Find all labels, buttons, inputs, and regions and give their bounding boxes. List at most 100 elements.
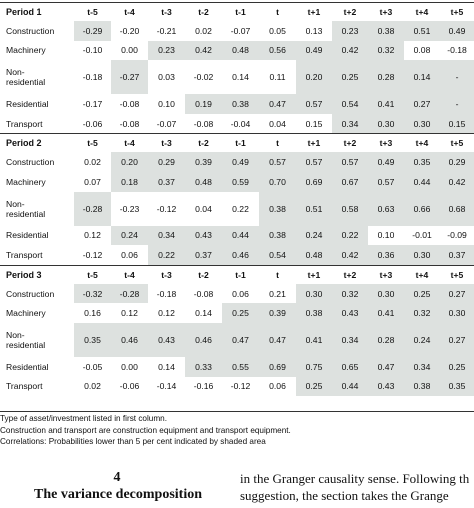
column-header: t-5 xyxy=(74,133,111,153)
correlation-cell: 0.47 xyxy=(368,356,404,377)
correlation-cell: -0.27 xyxy=(111,60,148,95)
correlation-cell: 0.35 xyxy=(74,322,111,357)
correlation-cell: 0.23 xyxy=(332,21,368,41)
correlation-cell: 0.38 xyxy=(259,225,296,246)
body-line: suggestion, the section takes the Grange xyxy=(240,488,449,503)
correlation-cell: 0.75 xyxy=(296,356,332,377)
correlation-cell: 0.49 xyxy=(296,40,332,61)
correlation-cell: 0.57 xyxy=(296,152,332,172)
column-header: t-1 xyxy=(222,2,259,21)
period-label: Period 3 xyxy=(0,264,74,284)
correlation-cell: 0.35 xyxy=(440,376,474,397)
column-header: t+4 xyxy=(404,133,440,153)
correlation-cell: 0.06 xyxy=(269,381,286,392)
column-header: t-2 xyxy=(185,264,222,284)
correlation-cell: 0.42 xyxy=(332,245,368,266)
correlation-cell: 0.12 xyxy=(84,230,101,241)
correlation-cell: -0.23 xyxy=(119,203,140,214)
period-header-row: Period 3 t-5 t-4 t-3 t-2 t-1 t t+1 t+2 t+3 t+4 t+5 xyxy=(0,264,474,284)
column-header: t-4 xyxy=(111,133,148,153)
column-header: t xyxy=(259,2,296,21)
correlation-cell: 0.04 xyxy=(269,118,286,129)
table-row: Non- residential 0.35 0.46 0.43 0.46 0.47 0.47… xyxy=(0,322,474,357)
correlation-cell: 0.42 xyxy=(332,40,368,61)
correlation-cell: -0.16 xyxy=(193,381,214,392)
correlation-cell: 0.42 xyxy=(440,171,474,192)
correlation-cell: 0.22 xyxy=(332,225,368,246)
correlation-cell: 0.16 xyxy=(84,308,101,319)
table-row: Construction -0.32 -0.28 -0.18 -0.08 0.06 0.21… xyxy=(0,283,474,304)
table-row: Residential -0.05 0.00 0.14 0.33 0.55 0.69 0.75… xyxy=(0,356,474,377)
correlation-cell: 0.54 xyxy=(332,94,368,114)
correlation-cell: 0.12 xyxy=(158,308,175,319)
correlation-cell: -0.17 xyxy=(82,98,103,109)
correlation-cell: -0.10 xyxy=(82,45,103,56)
correlation-cell: 0.54 xyxy=(259,245,296,266)
table-row: Non- residential -0.28 -0.23 -0.12 0.04 0.22 0… xyxy=(0,191,474,226)
correlation-cell: 0.03 xyxy=(158,72,175,83)
correlation-cell: 0.20 xyxy=(111,152,148,172)
correlation-cell: -0.07 xyxy=(230,25,251,36)
correlation-cell: 0.24 xyxy=(296,225,332,246)
correlation-cell: 0.21 xyxy=(269,288,286,299)
table-row: Transport -0.06 -0.08 -0.07 -0.08 -0.04 0.04 0.… xyxy=(0,113,474,134)
column-header: t-3 xyxy=(148,2,185,21)
correlation-cell: 0.30 xyxy=(404,245,440,266)
correlation-table: Period 1 t-5 t-4 t-3 t-2 t-1 t t+1 t+2 t+3 t+4 t+5 C… xyxy=(0,2,474,397)
correlation-cell: 0.32 xyxy=(404,303,440,323)
correlation-cell: 0.34 xyxy=(148,225,185,246)
section-number: 4 xyxy=(113,470,121,485)
row-label: Construction xyxy=(6,25,55,36)
table-note: Construction and transport are construct… xyxy=(0,425,291,435)
correlation-cell: 0.14 xyxy=(404,60,440,95)
correlation-cell: 0.25 xyxy=(296,376,332,397)
correlation-cell: -0.21 xyxy=(156,25,177,36)
correlation-cell: 0.14 xyxy=(195,308,212,319)
correlation-cell: 0.44 xyxy=(404,171,440,192)
column-header: t+3 xyxy=(368,133,404,153)
correlation-cell: 0.59 xyxy=(222,171,259,192)
correlation-cell: 0.56 xyxy=(259,40,296,61)
correlation-cell: 0.38 xyxy=(404,376,440,397)
correlation-cell: 0.33 xyxy=(185,356,222,377)
correlation-cell: 0.55 xyxy=(222,356,259,377)
correlation-cell: 0.27 xyxy=(404,94,440,114)
correlation-cell: 0.48 xyxy=(185,171,222,192)
correlation-cell: -0.28 xyxy=(74,191,111,226)
column-header: t+1 xyxy=(296,264,332,284)
correlation-cell: 0.02 xyxy=(84,157,101,168)
correlation-cell: 0.57 xyxy=(368,171,404,192)
correlation-cell: -0.02 xyxy=(193,72,214,83)
correlation-cell: 0.37 xyxy=(185,245,222,266)
correlation-cell: 0.47 xyxy=(222,322,259,357)
row-label: Construction xyxy=(6,288,55,299)
correlation-cell: -0.06 xyxy=(82,118,103,129)
correlation-cell: -0.18 xyxy=(82,72,103,83)
correlation-cell: 0.57 xyxy=(332,152,368,172)
column-header: t-1 xyxy=(222,133,259,153)
row-label: Transport xyxy=(6,249,43,260)
correlation-cell: 0.25 xyxy=(404,283,440,304)
correlation-cell: 0.41 xyxy=(368,303,404,323)
correlation-cell: -0.05 xyxy=(82,361,103,372)
correlation-cell: 0.46 xyxy=(185,322,222,357)
column-header: t-3 xyxy=(148,264,185,284)
row-label: Residential xyxy=(6,361,49,372)
table-row: Construction -0.29 -0.20 -0.21 0.02 -0.07 0.05… xyxy=(0,21,474,41)
correlation-cell: 0.10 xyxy=(377,230,395,241)
correlation-cell: -0.14 xyxy=(156,381,177,392)
column-header: t-4 xyxy=(111,2,148,21)
row-label: Residential xyxy=(6,98,49,109)
correlation-cell: 0.06 xyxy=(232,288,249,299)
correlation-cell: 0.25 xyxy=(440,356,474,377)
correlation-cell: - xyxy=(440,94,474,114)
row-label: Non- residential xyxy=(6,67,46,88)
correlation-cell: 0.13 xyxy=(305,25,323,36)
correlation-cell: -0.06 xyxy=(119,381,140,392)
correlation-cell: -0.28 xyxy=(111,283,148,304)
correlation-cell: -0.32 xyxy=(74,283,111,304)
column-header: t-4 xyxy=(111,264,148,284)
correlation-cell: 0.63 xyxy=(368,191,404,226)
correlation-cell: 0.30 xyxy=(440,303,474,323)
